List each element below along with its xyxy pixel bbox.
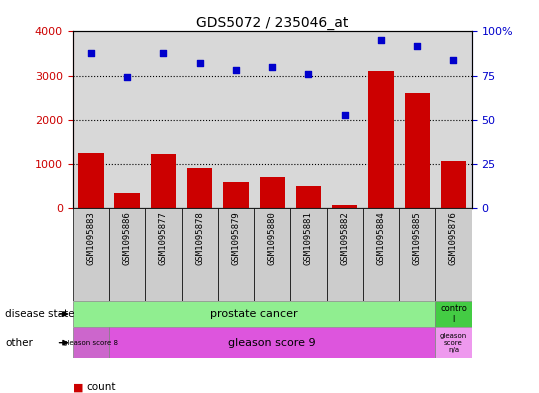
Text: gleason
score
n/a: gleason score n/a	[440, 333, 467, 353]
Bar	[146, 208, 182, 301]
Point	[232, 67, 240, 73]
Bar	[109, 208, 146, 301]
Text: GSM1095885: GSM1095885	[413, 211, 421, 265]
Text: GSM1095886: GSM1095886	[123, 211, 132, 265]
Text: GSM1095879: GSM1095879	[231, 211, 240, 265]
Text: GSM1095883: GSM1095883	[86, 211, 95, 265]
Bar	[73, 327, 109, 358]
Text: GSM1095882: GSM1095882	[340, 211, 349, 265]
Point	[123, 74, 132, 81]
Bar	[151, 154, 176, 208]
Bar	[441, 160, 466, 208]
Bar	[109, 327, 436, 358]
Bar	[399, 208, 436, 301]
Bar	[291, 208, 327, 301]
Bar	[436, 301, 472, 327]
Point	[449, 57, 458, 63]
Point	[268, 64, 277, 70]
Text: GSM1095878: GSM1095878	[195, 211, 204, 265]
Bar	[114, 193, 140, 208]
Point	[195, 60, 204, 66]
Bar	[327, 208, 363, 301]
Bar	[363, 208, 399, 301]
Bar	[368, 71, 393, 208]
Bar	[218, 208, 254, 301]
Point	[304, 71, 313, 77]
Text: gleason score 9: gleason score 9	[229, 338, 316, 348]
Bar	[254, 208, 291, 301]
Bar	[332, 205, 357, 208]
Title: GDS5072 / 235046_at: GDS5072 / 235046_at	[196, 17, 348, 30]
Point	[159, 50, 168, 56]
Point	[341, 112, 349, 118]
Bar	[223, 182, 248, 208]
Text: GSM1095880: GSM1095880	[268, 211, 277, 265]
Text: ■: ■	[73, 382, 83, 393]
Bar	[259, 177, 285, 208]
Bar	[436, 208, 472, 301]
Text: GSM1095876: GSM1095876	[449, 211, 458, 265]
Text: other: other	[5, 338, 33, 348]
Point	[413, 42, 421, 49]
Bar	[78, 153, 103, 208]
Bar	[436, 327, 472, 358]
Bar	[405, 93, 430, 208]
Text: GSM1095877: GSM1095877	[159, 211, 168, 265]
Text: gleason score 8: gleason score 8	[64, 340, 119, 346]
Text: GSM1095881: GSM1095881	[304, 211, 313, 265]
Bar	[182, 208, 218, 301]
Point	[87, 50, 95, 56]
Bar	[187, 169, 212, 208]
Bar	[296, 186, 321, 208]
Text: contro
l: contro l	[440, 304, 467, 324]
Text: count: count	[86, 382, 116, 393]
Point	[377, 37, 385, 44]
Text: prostate cancer: prostate cancer	[210, 309, 298, 319]
Text: GSM1095884: GSM1095884	[376, 211, 385, 265]
Text: disease state: disease state	[5, 309, 75, 319]
Bar	[73, 208, 109, 301]
